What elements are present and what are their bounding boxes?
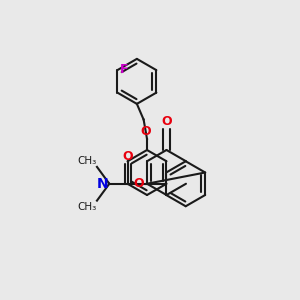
- Text: O: O: [122, 150, 133, 163]
- Text: O: O: [140, 124, 151, 137]
- Text: O: O: [161, 115, 172, 128]
- Text: F: F: [120, 63, 128, 76]
- Text: N: N: [97, 177, 108, 191]
- Text: CH₃: CH₃: [77, 202, 96, 212]
- Text: O: O: [134, 177, 144, 190]
- Text: CH₃: CH₃: [77, 156, 96, 166]
